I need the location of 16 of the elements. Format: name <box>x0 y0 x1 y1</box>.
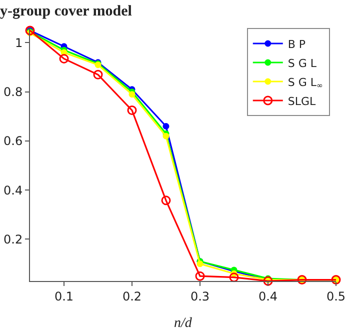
legend-label: SLGL <box>288 94 317 108</box>
x-tick-label: 0.2 <box>122 289 142 304</box>
legend-label: S G L <box>288 56 318 70</box>
y-tick-label: 1 <box>14 36 23 50</box>
x-tick-label: 0.4 <box>258 289 278 304</box>
y-tick-label: 0.6 <box>4 134 23 148</box>
y-tick-label: 0.2 <box>4 232 23 246</box>
legend-label: S G L$_{∞}$ <box>288 76 323 90</box>
x-axis-title: n/d <box>174 316 193 331</box>
legend-label: B P <box>288 38 306 51</box>
chart-title: y-group cover model <box>0 3 132 20</box>
x-tick-label: 0.1 <box>54 289 74 304</box>
x-tick-label: 0.5 <box>326 289 346 304</box>
y-tick-label: 0.8 <box>4 85 23 100</box>
x-tick-label: 0.3 <box>190 289 210 304</box>
y-tick-label: 0.4 <box>4 183 23 198</box>
